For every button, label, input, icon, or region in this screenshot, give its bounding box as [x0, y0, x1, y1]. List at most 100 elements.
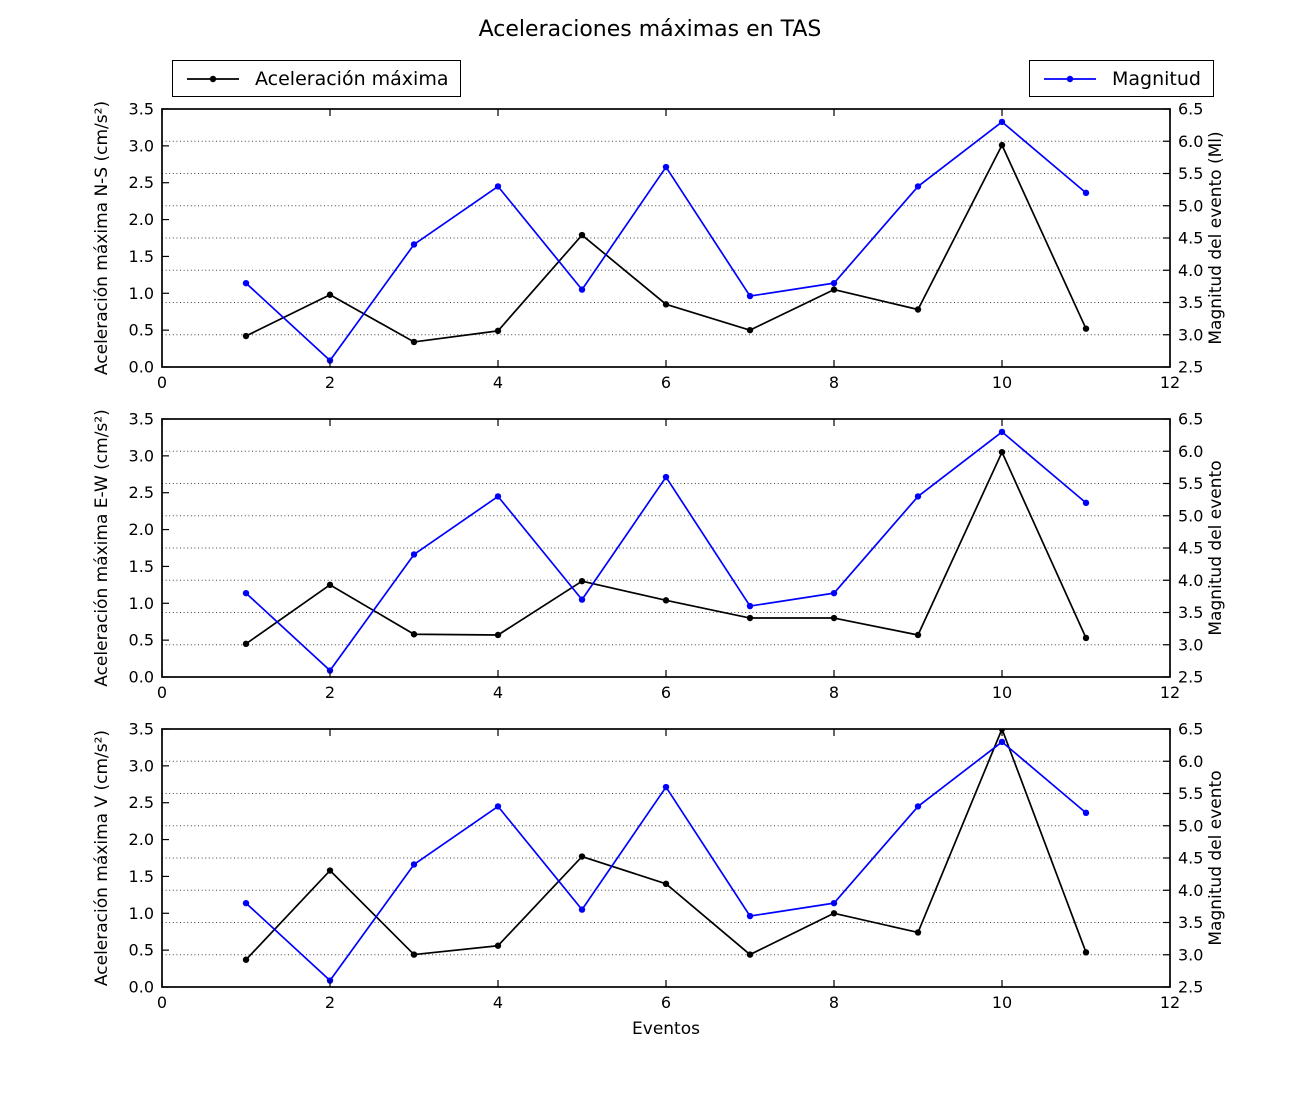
subplot-N-S: 0 2 4 6 8 10 12 0.0 0.5 1.0 1.5 2.0 2.5 3.0 3.5 2.5 3.0 3… [92, 100, 1226, 393]
y-tick-label-right: 6.0 [1178, 752, 1203, 771]
data-point [494, 493, 502, 500]
y-tick-label-left: 1.5 [129, 247, 154, 266]
data-point [914, 493, 922, 500]
series-magnitud-N-S [242, 118, 1090, 364]
y-tick-label-right: 4.0 [1178, 571, 1203, 590]
series-line [245, 144, 1087, 343]
data-point [242, 279, 250, 287]
y-axis-title-right: Magnitud del evento [1206, 460, 1226, 635]
data-point [998, 118, 1006, 126]
y-tick-label-right: 5.5 [1178, 474, 1203, 493]
data-point [998, 428, 1006, 436]
data-point [662, 473, 670, 481]
y-tick-label-left: 1.0 [129, 904, 154, 923]
data-point [998, 141, 1006, 149]
y-tick-label-right: 5.0 [1178, 816, 1203, 835]
y-tick-label-left: 2.0 [129, 210, 154, 229]
data-point [578, 577, 586, 585]
series-magnitud-V [242, 738, 1090, 984]
y-tick-label-left: 3.0 [129, 756, 154, 775]
y-tick-label-left: 1.0 [129, 284, 154, 303]
data-point [494, 803, 502, 810]
x-tick-label: 2 [325, 373, 335, 392]
data-point [830, 286, 838, 293]
y-tick-label-left: 0.5 [129, 631, 154, 650]
y-tick-label-right: 3.0 [1178, 325, 1203, 344]
legend-marker-dot [1066, 75, 1074, 82]
legend-label-aceleracion: Aceleración máxima [255, 67, 449, 90]
y-tick-label-left: 2.5 [129, 793, 154, 812]
y-tick-label-left: 1.0 [129, 594, 154, 613]
y-axis-title-right: Magnitud del evento (Ml) [1206, 131, 1226, 344]
y-tick-label-right: 3.5 [1178, 913, 1203, 932]
x-tick-label: 10 [992, 373, 1012, 392]
data-point [914, 306, 922, 313]
y-tick-label-right: 2.5 [1178, 978, 1203, 997]
y-tick-label-right: 5.0 [1178, 506, 1203, 525]
series-line [245, 431, 1087, 672]
y-tick-label-right: 6.5 [1178, 100, 1203, 119]
y-tick-label-left: 3.5 [129, 100, 154, 119]
data-point [410, 631, 418, 638]
data-point [578, 231, 586, 239]
y-tick-label-left: 3.0 [129, 446, 154, 465]
data-point [1082, 189, 1090, 197]
data-point [242, 332, 250, 340]
data-point [326, 867, 334, 874]
y-tick-label-right: 5.0 [1178, 196, 1203, 215]
data-point [242, 589, 250, 597]
y-tick-label-right: 3.0 [1178, 945, 1203, 964]
y-tick-label-right: 3.5 [1178, 293, 1203, 312]
series-line [245, 121, 1087, 362]
ticks [161, 418, 1171, 678]
data-point [914, 929, 922, 936]
x-tick-label: 4 [493, 683, 503, 702]
data-point [830, 899, 838, 907]
subplot-E-W: 0 2 4 6 8 10 12 0.0 0.5 1.0 1.5 2.0 2.5 3.0 3.5 2.5 3.0 3… [92, 409, 1226, 702]
y-tick-label-right: 6.5 [1178, 410, 1203, 429]
series-aceleracion-E-W [242, 448, 1090, 648]
series-line [245, 729, 1087, 961]
x-tick-label: 4 [493, 373, 503, 392]
legend-magnitud: Magnitud [1029, 60, 1214, 97]
data-point [914, 631, 922, 639]
data-point [830, 589, 838, 597]
data-point [410, 951, 418, 958]
data-point [662, 880, 670, 887]
y-tick-label-left: 2.0 [129, 830, 154, 849]
y-tick-label-left: 3.0 [129, 136, 154, 155]
x-tick-label: 10 [992, 683, 1012, 702]
data-point [746, 951, 754, 958]
y-tick-label-right: 4.0 [1178, 261, 1203, 280]
x-axis-title: Eventos [632, 1019, 700, 1039]
data-point [242, 899, 250, 907]
ticks [161, 728, 1171, 988]
x-tick-label: 12 [1160, 683, 1180, 702]
data-point [746, 614, 754, 622]
data-point [662, 163, 670, 171]
y-tick-label-left: 0.0 [129, 358, 154, 377]
y-tick-label-right: 5.5 [1178, 164, 1203, 183]
x-tick-label: 0 [157, 373, 167, 392]
data-point [746, 292, 754, 300]
y-tick-label-left: 0.5 [129, 941, 154, 960]
y-tick-label-left: 2.0 [129, 520, 154, 539]
y-tick-label-right: 4.5 [1178, 539, 1203, 558]
data-point [494, 183, 502, 190]
y-tick-label-left: 1.5 [129, 867, 154, 886]
x-tick-label: 8 [829, 683, 839, 702]
legend-label-magnitud: Magnitud [1112, 67, 1201, 90]
chart-title: Aceleraciones máximas en TAS [478, 17, 822, 42]
data-point [830, 279, 838, 287]
data-point [410, 338, 418, 346]
y-tick-label-right: 4.5 [1178, 849, 1203, 868]
y-axis-title-left: Aceleración máxima N-S (cm/s²) [92, 101, 112, 375]
data-point [998, 738, 1006, 746]
legend-aceleracion: Aceleración máxima [172, 60, 462, 97]
y-tick-label-right: 6.0 [1178, 132, 1203, 151]
subplot-V: 0 2 4 6 8 10 12 0.0 0.5 1.0 1.5 2.0 2.5 3.0 3.5 2.5 3.0 3… [92, 720, 1226, 1013]
data-point [578, 286, 586, 293]
x-tick-label: 8 [829, 993, 839, 1012]
